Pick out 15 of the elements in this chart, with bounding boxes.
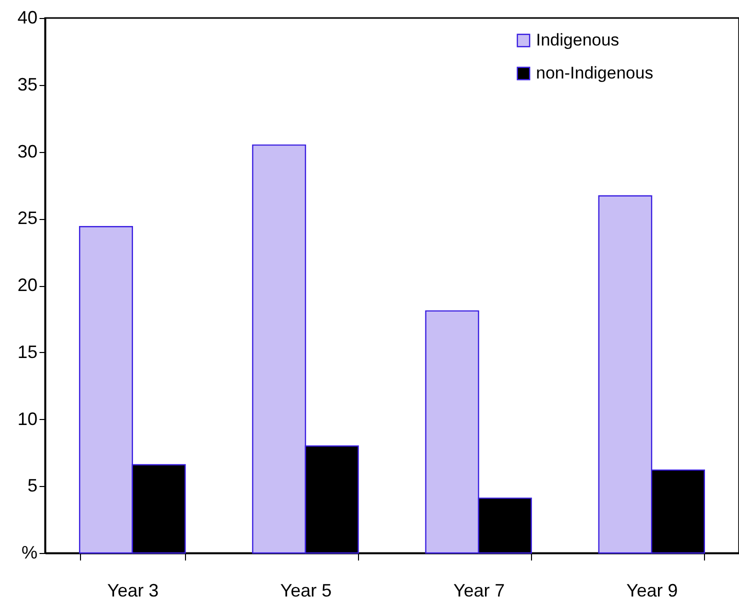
y-tick-label: 30: [17, 141, 38, 162]
y-tick-label: 10: [17, 408, 38, 429]
y-tick-label: 40: [17, 8, 38, 28]
x-tick-label: Year 7: [453, 580, 505, 600]
x-tick-label: Year 9: [626, 580, 678, 600]
x-tick-label: Year 3: [107, 580, 159, 600]
y-tick-label: %: [21, 542, 38, 562]
y-tick-label: 20: [17, 275, 38, 295]
y-tick-label: 25: [17, 208, 38, 228]
y-tick-label: 35: [17, 74, 38, 94]
legend-label: non-Indigenous: [536, 64, 654, 82]
x-tick-label: Year 5: [280, 580, 332, 600]
y-tick-label: 15: [17, 342, 38, 362]
y-tick-label: 5: [27, 476, 38, 496]
legend-label: Indigenous: [536, 30, 620, 50]
